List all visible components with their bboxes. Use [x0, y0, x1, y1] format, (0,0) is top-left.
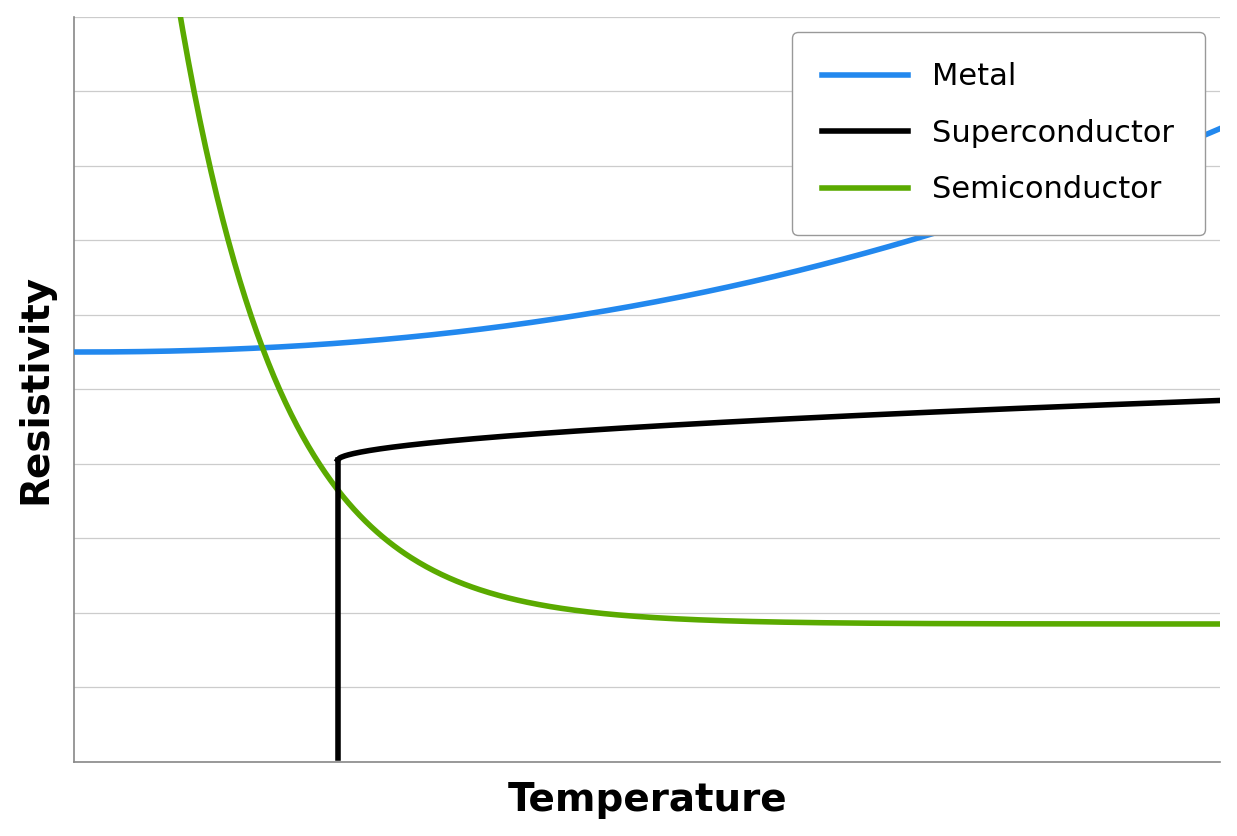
Y-axis label: Resistivity: Resistivity: [16, 274, 54, 504]
Legend: Metal, Superconductor, Semiconductor: Metal, Superconductor, Semiconductor: [792, 32, 1205, 235]
X-axis label: Temperature: Temperature: [507, 782, 787, 819]
